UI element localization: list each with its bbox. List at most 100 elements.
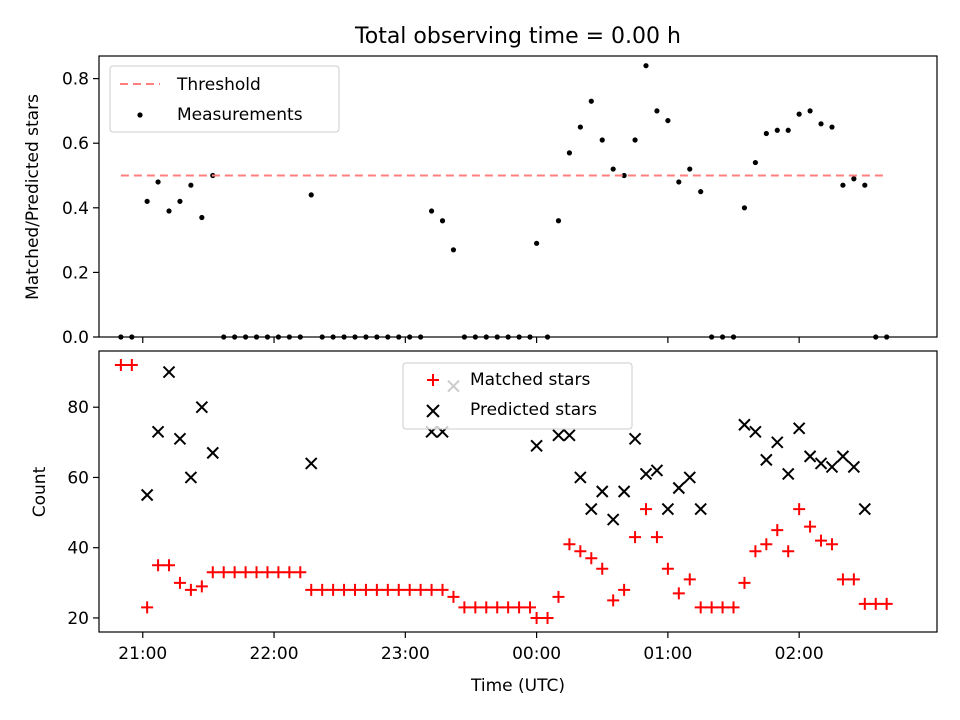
top-panel: 0.00.20.40.60.8 Matched/Predicted stars … (23, 55, 938, 348)
matched-star-point (661, 562, 674, 575)
matched-star-point (804, 520, 817, 533)
predicted-star-point (661, 502, 675, 516)
matched-star-point (359, 583, 372, 596)
bottom-legend: Matched stars Predicted stars (402, 362, 633, 430)
predicted-star-point (530, 439, 543, 453)
predicted-stars-points (140, 365, 872, 526)
measurement-point (829, 124, 835, 130)
measurement-point (862, 182, 868, 188)
matched-star-point (738, 576, 751, 589)
predicted-star-point (606, 513, 620, 526)
matched-star-point (239, 566, 252, 579)
matched-legend-swatch (427, 374, 439, 386)
predicted-star-point (305, 457, 318, 470)
matched-star-point (524, 601, 537, 614)
measurements-legend-swatch (137, 112, 143, 118)
matched-star-point (392, 583, 405, 596)
predicted-star-point (184, 471, 198, 484)
predicted-star-point (771, 436, 784, 449)
matched-star-point (836, 573, 849, 586)
measurement-point (654, 108, 660, 114)
matched-star-point (563, 538, 576, 551)
x-tick-label: 21:00 (118, 644, 167, 664)
matched-star-point (629, 531, 642, 544)
matched-star-point (749, 545, 762, 558)
predicted-star-point (585, 502, 598, 516)
predicted-star-point (825, 460, 839, 474)
x-axis-label: Time (UTC) (470, 676, 565, 696)
matched-star-point (206, 566, 219, 579)
matched-star-point (283, 566, 296, 579)
matched-star-point (338, 583, 351, 596)
matched-star-point (327, 583, 340, 596)
matched-star-point (250, 566, 263, 579)
top-x-ticks (142, 337, 800, 343)
measurements-legend-label: Measurements (177, 105, 303, 125)
predicted-star-point (617, 485, 631, 498)
predicted-legend-label: Predicted stars (470, 400, 597, 420)
matched-star-point (228, 566, 241, 579)
x-tick-label: 00:00 (512, 644, 561, 664)
matched-star-point (480, 601, 493, 614)
measurement-point (676, 179, 682, 185)
measurement-point (439, 218, 446, 224)
measurement-point (177, 198, 183, 204)
matched-star-point (858, 597, 871, 610)
x-tick-label: 23:00 (381, 644, 430, 664)
x-tick-label: 22:00 (250, 644, 299, 664)
predicted-star-point (683, 471, 696, 484)
matched-star-point (195, 580, 208, 593)
measurement-point (665, 117, 671, 124)
predicted-star-point (782, 467, 795, 481)
chart-title: Total observing time = 0.00 h (354, 24, 681, 49)
matched-star-point (173, 576, 186, 589)
matched-star-point (414, 583, 427, 596)
x-tick-label: 02:00 (775, 644, 824, 664)
matched-star-point (639, 503, 652, 516)
predicted-legend-swatch (426, 404, 440, 418)
top-y-axis-label: Matched/Predicted stars (23, 94, 43, 300)
measurement-point (621, 172, 627, 179)
matched-star-point (694, 601, 707, 614)
matched-star-point (869, 597, 882, 610)
predicted-star-point (847, 460, 861, 474)
matched-star-point (541, 611, 554, 624)
top-y-tick-label: 0.0 (62, 328, 89, 348)
measurement-point (807, 108, 813, 114)
matched-star-point (403, 583, 416, 596)
bottom-y-tick-label: 80 (67, 398, 89, 418)
matched-star-point (683, 573, 696, 586)
top-y-tick-label: 0.6 (62, 134, 89, 154)
measurement-point (752, 159, 758, 166)
matched-star-point (316, 583, 329, 596)
matched-star-point (502, 601, 515, 614)
predicted-star-point (574, 471, 587, 484)
measurement-point (599, 137, 605, 143)
measurement-point (555, 218, 562, 224)
measurement-point (199, 214, 205, 221)
bottom-y-axis-label: Count (30, 466, 50, 517)
measurement-point (796, 111, 802, 117)
matched-star-point (880, 597, 893, 610)
measurement-point (741, 205, 748, 211)
top-y-tick-label: 0.4 (62, 199, 89, 219)
measurement-point (188, 182, 194, 188)
matched-star-point (272, 566, 285, 579)
matched-star-point (793, 503, 806, 516)
predicted-star-point (672, 481, 686, 495)
predicted-star-point (596, 485, 609, 498)
bottom-y-tick-label: 40 (67, 539, 89, 559)
top-plot-frame (98, 55, 938, 338)
bottom-x-axis: 21:00 22:00 23:00 00:00 01:00 02:00 (118, 632, 824, 664)
matched-star-point (370, 583, 383, 596)
threshold-legend-label: Threshold (176, 75, 261, 95)
measurement-point (308, 192, 314, 198)
matched-star-point (705, 601, 718, 614)
top-y-tick-label: 0.8 (62, 70, 89, 90)
bottom-y-tick-label: 20 (67, 609, 89, 629)
measurement-point (428, 208, 435, 214)
measurement-points (118, 63, 890, 340)
measurement-point (166, 208, 172, 214)
matched-star-point (152, 559, 165, 572)
measurement-point (818, 121, 824, 127)
